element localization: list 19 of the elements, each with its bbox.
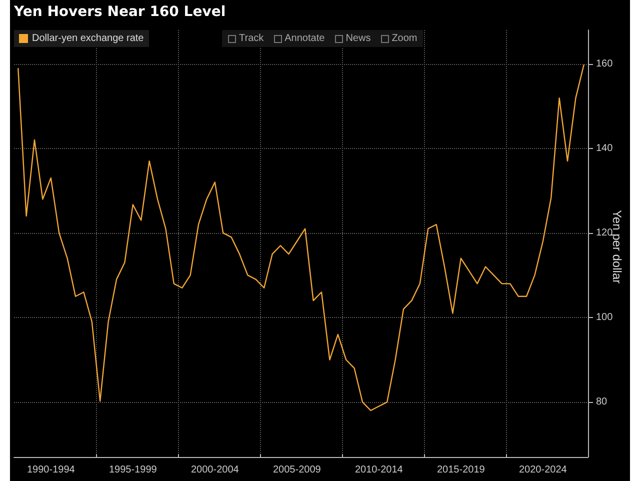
x-tick-label: 1995-1999 (108, 464, 158, 476)
y-tick-label: 160 (596, 58, 614, 70)
x-tick-label: 2020-2024 (518, 464, 568, 476)
x-tick-label: 2015-2019 (436, 464, 486, 476)
x-tick-label: 1990-1994 (26, 464, 76, 476)
annotation: News (346, 33, 371, 44)
annotation: Annotate (284, 33, 325, 44)
x-tick-label: 2010-2014 (354, 464, 404, 476)
chart-title: Yen Hovers Near 160 Level (14, 4, 226, 20)
annotation: Zoom (392, 33, 418, 44)
legend-label: Dollar-yen exchange rate (32, 33, 144, 44)
x-tick-label: 2005-2009 (272, 464, 322, 476)
y-tick-label: 100 (596, 312, 614, 323)
y-tick-label: 140 (596, 142, 614, 154)
annotation: Track (239, 33, 264, 44)
y-tick-label: 80 (596, 396, 608, 408)
y-tick-label: 120 (596, 227, 614, 238)
line-series (18, 64, 584, 412)
x-tick-label: 2000-2004 (190, 464, 240, 476)
